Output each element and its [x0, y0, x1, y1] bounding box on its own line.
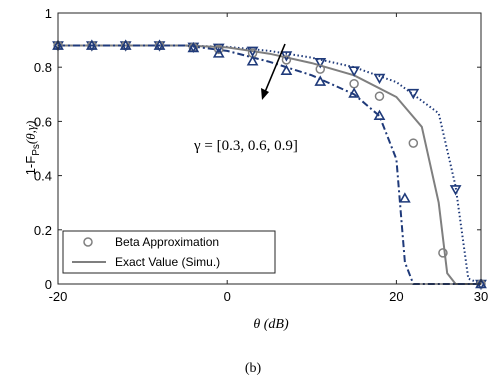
marker-gamma-0.6 [213, 44, 224, 55]
annotation-arrow-shaft [264, 43, 286, 93]
marker-gamma-0.3 [246, 46, 259, 58]
marker-gamma-0.3 [212, 43, 225, 55]
y-tick-label: 0.6 [34, 114, 52, 129]
marker-gamma-0.3 [407, 88, 420, 100]
y-label-args: (θ,γ) [23, 121, 38, 144]
legend-label-exact: Exact Value (Simu.) [115, 255, 220, 269]
x-tick-label: 0 [224, 289, 231, 304]
legend-marker-beta [83, 237, 93, 247]
y-tick-label: 0.8 [34, 60, 52, 75]
data-layer [52, 39, 487, 291]
x-tick-label: 30 [474, 289, 488, 304]
marker-gamma-0.6 [374, 91, 385, 101]
marker-gamma-0.9 [119, 39, 132, 50]
marker-gamma-0.6 [438, 248, 448, 258]
series-line-gamma-0.9 [58, 44, 481, 285]
y-label-main: 1-F [23, 156, 38, 176]
y-tick-label: 0.4 [34, 169, 52, 184]
plot-frame [57, 12, 482, 285]
marker-gamma-0.9 [314, 75, 327, 86]
marker-gamma-0.6 [408, 138, 419, 148]
marker-gamma-0.3 [348, 66, 360, 77]
y-axis-label: 1-FPs(θ,γ) [23, 121, 42, 176]
legend-label-beta: Beta Approximation [115, 235, 219, 249]
x-tick-label: 20 [389, 289, 403, 304]
marker-gamma-0.3 [373, 73, 386, 85]
marker-gamma-0.9 [348, 87, 360, 98]
y-tick-label: 0.2 [34, 223, 52, 238]
marker-gamma-0.9 [246, 55, 259, 66]
annotation-text: γ = [0.3, 0.6, 0.9] [193, 138, 298, 154]
legend: Beta Approximation Exact Value (Simu.) [62, 230, 276, 274]
y-tick-label: 0 [45, 277, 52, 292]
marker-gamma-0.9 [85, 39, 98, 50]
figure-caption: (b) [245, 361, 262, 376]
marker-gamma-0.9 [280, 64, 293, 76]
marker-gamma-0.9 [187, 41, 200, 53]
x-axis-label: θ (dB) [253, 317, 289, 332]
legend-box [62, 230, 276, 274]
marker-gamma-0.9 [373, 109, 386, 121]
marker-gamma-0.3 [314, 58, 327, 69]
marker-gamma-0.6 [281, 55, 292, 65]
marker-gamma-0.9 [153, 39, 166, 50]
y-label-sub: Ps [31, 144, 42, 156]
marker-gamma-0.3 [449, 185, 462, 196]
marker-gamma-0.9 [398, 192, 411, 203]
x-tick-label: -20 [49, 289, 68, 304]
marker-gamma-0.9 [212, 47, 225, 58]
annotation-arrowhead [261, 88, 269, 100]
marker-gamma-0.6 [315, 64, 326, 74]
y-tick-label: 1 [45, 6, 52, 21]
